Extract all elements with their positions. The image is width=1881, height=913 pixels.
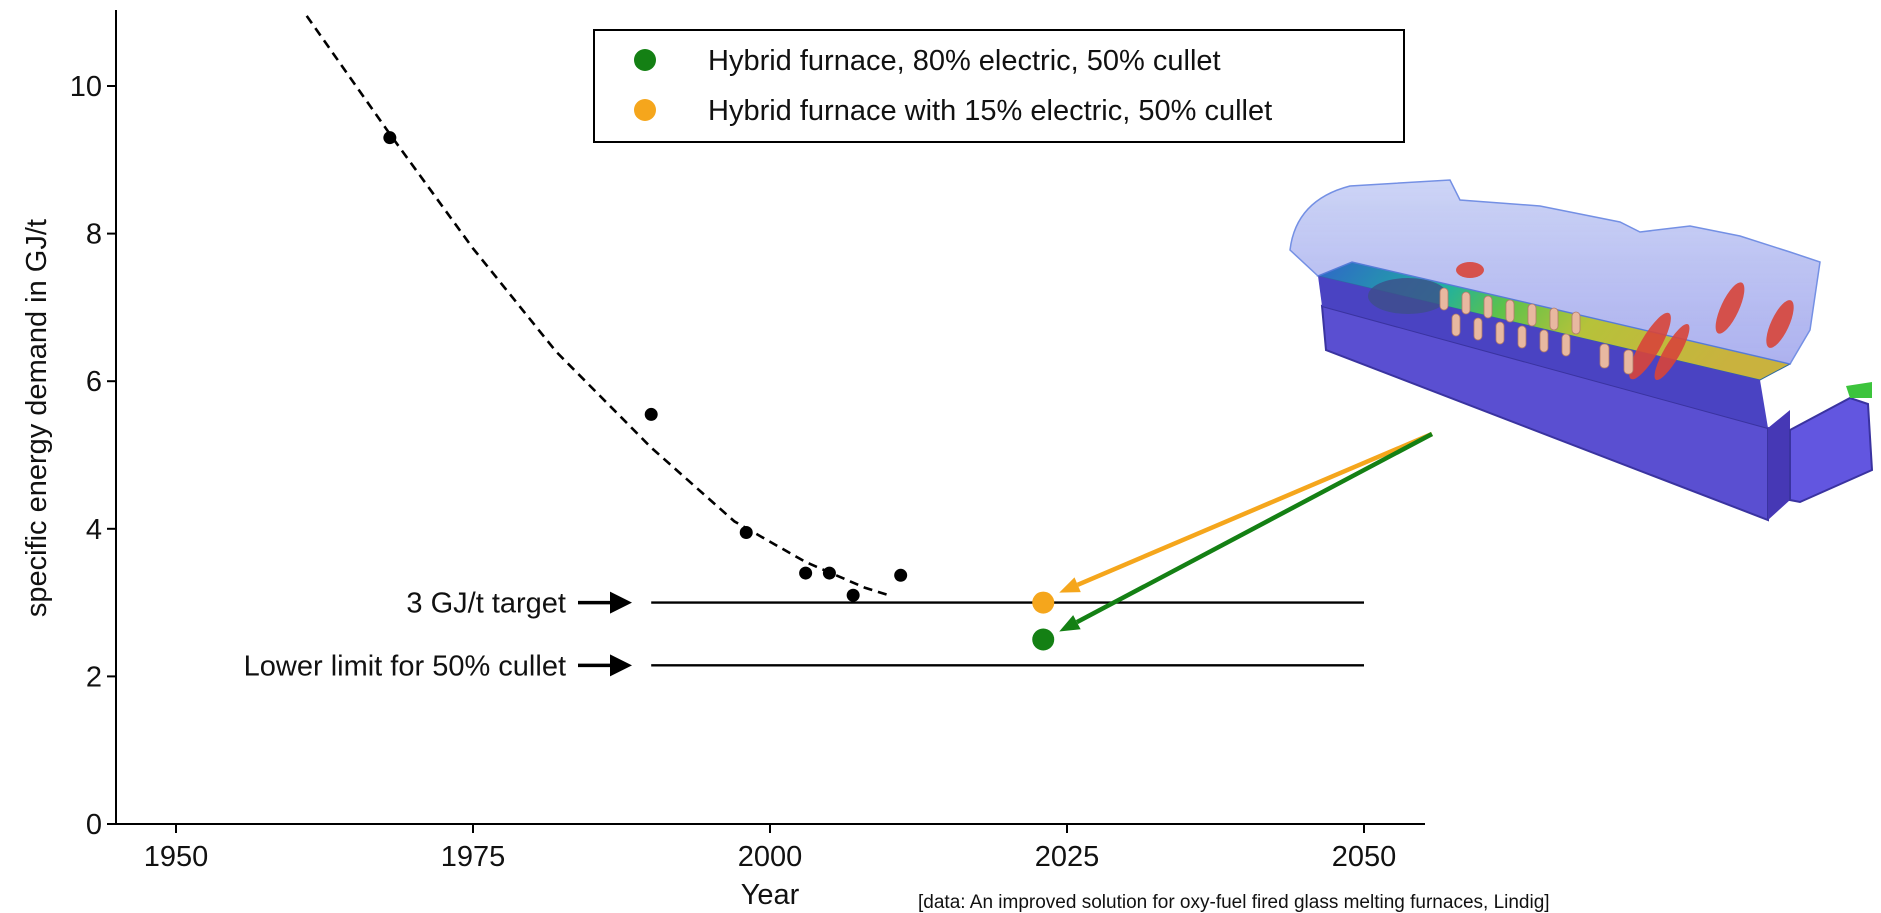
electrode-columns [1439,287,1634,375]
x-tick-label: 2000 [738,841,803,873]
furnace-3d-illustration [1289,179,1874,522]
historical-point [822,566,836,580]
source-note: [data: An improved solution for oxy-fuel… [918,892,1550,913]
historical-point [846,588,860,602]
annotation-arrow-head [1059,615,1081,632]
legend-label: Hybrid furnace, 80% electric, 50% cullet [708,45,1221,77]
x-tick-label: 2025 [1035,841,1100,873]
historical-point [894,568,908,582]
y-tick-label: 0 [86,809,102,841]
y-tick-label: 8 [86,219,102,251]
historical-data-points [383,131,908,602]
x-ticks: 1950 1975 2000 2025 2050 [144,824,1397,873]
legend-marker [634,99,656,121]
x-tick-label: 2050 [1332,841,1397,873]
reference-arrow-head [610,591,632,614]
furnace-glass-housing [1289,179,1821,365]
legend: Hybrid furnace, 80% electric, 50% cullet… [593,29,1405,143]
annotation-arrow [1076,431,1433,587]
reference-lines: 3 GJ/t target Lower limit for 50% cullet [244,588,1364,682]
annotation-arrow-head [1059,577,1081,593]
annotation-arrow [1075,432,1434,625]
legend-marker [634,49,656,71]
burner-flames [1456,262,1794,380]
y-ticks: 0 2 4 6 8 10 [70,71,116,841]
historical-point [383,131,397,145]
hybrid-furnace-point [1032,591,1055,614]
y-tick-label: 10 [70,71,102,103]
furnace-front-wall [1768,410,1790,520]
reference-line-label: 3 GJ/t target [406,588,566,620]
axes: 1950 1975 2000 2025 2050 0 2 4 6 8 10 [70,10,1425,873]
outlet-green-tip [1846,382,1872,398]
legend-label: Hybrid furnace with 15% electric, 50% cu… [708,95,1272,127]
annotation-arrows [1059,431,1434,632]
hybrid-furnace-point [1032,628,1055,651]
y-tick-label: 2 [86,661,102,693]
y-tick-label: 6 [86,366,102,398]
x-axis-title: Year [741,879,800,911]
furnace-outlet [1789,396,1874,504]
reference-arrow-head [610,654,632,677]
historical-point [739,525,753,539]
legend-box [593,29,1405,143]
x-tick-label: 1975 [441,841,506,873]
hybrid-furnace-points [1032,591,1055,651]
reference-line-label: Lower limit for 50% cullet [244,650,566,682]
y-axis-title: specific energy demand in GJ/t [21,219,53,617]
melt-dark-pool [1368,278,1448,314]
historical-point [644,407,658,421]
x-tick-label: 1950 [144,841,209,873]
historical-point [799,566,813,580]
y-tick-label: 4 [86,514,102,546]
